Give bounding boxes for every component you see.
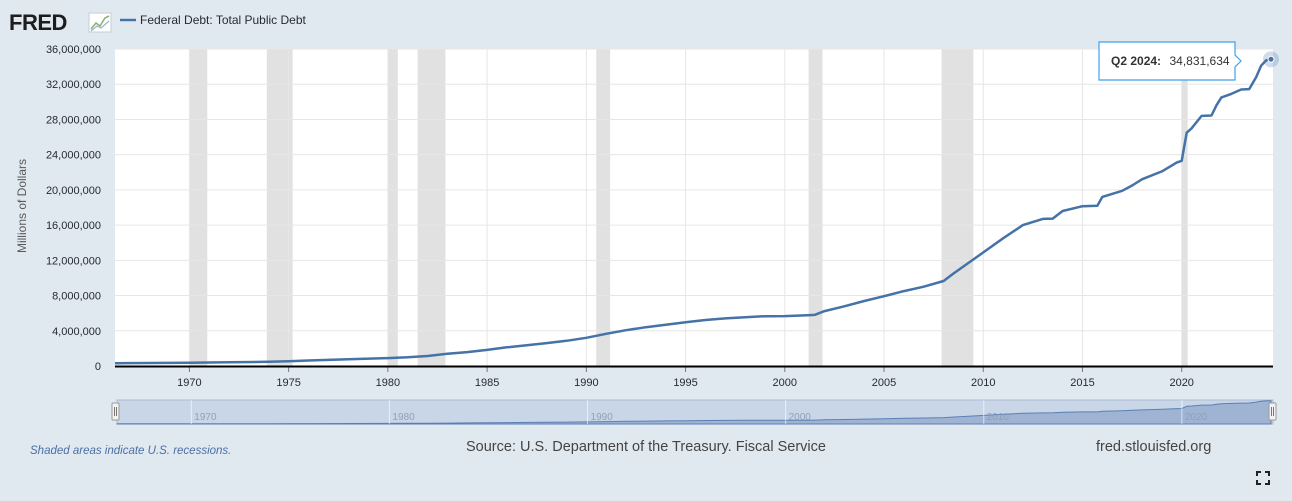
y-tick-label: 36,000,000	[46, 44, 101, 56]
y-tick-label: 0	[95, 361, 101, 373]
y-tick-label: 24,000,000	[46, 150, 101, 162]
recession-band-0	[189, 49, 208, 366]
navigator-tick-label: 2020	[1185, 412, 1208, 423]
y-tick-label: 8,000,000	[52, 291, 101, 303]
navigator-right-handle[interactable]	[1268, 402, 1277, 421]
x-tick-label: 1995	[673, 377, 697, 389]
tooltip-value: 34,831,634	[1170, 54, 1230, 68]
fred-logo-text: FRED	[9, 10, 67, 35]
fred-logo[interactable]: FRED	[9, 10, 112, 35]
x-tick-label: 1985	[475, 377, 499, 389]
fullscreen-icon[interactable]	[1256, 471, 1270, 485]
navigator-tick-label: 2000	[789, 412, 812, 423]
legend-series-label: Federal Debt: Total Public Debt	[140, 13, 307, 27]
x-tick-label: 2020	[1169, 377, 1193, 389]
hover-marker-group	[1263, 51, 1280, 68]
recession-note: Shaded areas indicate U.S. recessions.	[30, 445, 232, 457]
y-tick-label: 32,000,000	[46, 79, 101, 91]
site-link[interactable]: fred.stlouisfed.org	[1096, 439, 1212, 455]
navigator-tick-label: 1970	[194, 412, 217, 423]
x-tick-label: 1980	[376, 377, 400, 389]
y-axis-ticks: 0 4,000,000 8,000,000 12,000,000 16,000,000 2…	[46, 44, 101, 373]
navigator-ticks: 1970 1980 1990 2000 2010 2020	[190, 400, 1208, 424]
navigator-tick-label: 1990	[591, 412, 614, 423]
recession-band-6	[941, 49, 974, 366]
series-group	[114, 58, 1272, 365]
legend: Federal Debt: Total Public Debt	[120, 13, 307, 27]
recession-band-4	[596, 49, 611, 366]
y-tick-label: 20,000,000	[46, 185, 101, 197]
y-tick-label: 16,000,000	[46, 220, 101, 232]
x-tick-label: 2000	[773, 377, 797, 389]
recession-band-7	[1181, 49, 1188, 366]
navigator-series-area	[116, 400, 1272, 425]
x-axis-ticks: 1970 1975 1980 1985 1990 1995 2000 2005 2010 2015…	[177, 366, 1194, 389]
source-text: Source: U.S. Department of the Treasury.…	[466, 439, 826, 455]
y-tick-label: 4,000,000	[52, 326, 101, 338]
hover-point[interactable]	[1267, 55, 1275, 63]
navigator-tick-label: 2010	[987, 412, 1010, 423]
recession-band-5	[808, 49, 823, 366]
y-axis-label: Millions of Dollars	[15, 159, 29, 253]
tooltip-label: Q2 2024:	[1111, 54, 1161, 68]
navigator[interactable]: 1970 1980 1990 2000 2010 2020	[111, 399, 1277, 425]
x-tick-label: 1975	[276, 377, 300, 389]
series-line-0[interactable]	[114, 58, 1272, 365]
y-tick-label: 12,000,000	[46, 255, 101, 267]
navigator-tick-label: 1980	[392, 412, 415, 423]
x-tick-label: 1970	[177, 377, 201, 389]
tooltip: Q2 2024: 34,831,634	[1098, 41, 1242, 81]
grid-lines	[115, 48, 1273, 366]
fred-graph-icon	[88, 12, 112, 33]
tooltip-text: Q2 2024: 34,831,634	[1111, 52, 1230, 69]
x-tick-label: 2005	[872, 377, 896, 389]
navigator-left-handle[interactable]	[111, 402, 120, 421]
recession-band-3	[417, 49, 446, 366]
x-tick-label: 1990	[574, 377, 598, 389]
y-tick-label: 28,000,000	[46, 114, 101, 126]
recession-band-2	[387, 49, 398, 366]
x-tick-label: 2010	[971, 377, 995, 389]
x-tick-label: 2015	[1070, 377, 1094, 389]
